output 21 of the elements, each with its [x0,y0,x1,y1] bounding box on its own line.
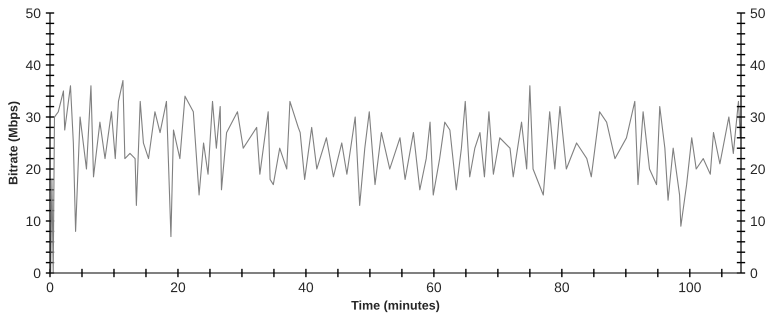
x-tick-label: 20 [170,282,186,292]
line-series [50,80,741,273]
y2-tick-label: 20 [750,164,765,174]
x-tick-label: 60 [426,282,442,292]
y-tick-label: 30 [26,112,40,122]
y2-tick-label: 40 [750,60,765,70]
y-tick-label: 0 [34,268,40,278]
y-tick-label: 10 [26,216,40,226]
x-tick-label: 100 [679,282,701,292]
x-tick-label: 0 [46,282,54,292]
y2-tick-label: 0 [750,268,758,278]
x-axis-title: Time (minutes) [351,300,440,312]
y-tick-label: 20 [26,164,40,174]
y2-tick-label: 30 [750,112,765,122]
y-axis-title: Bitrate (Mbps) [8,102,20,184]
y-tick-label: 50 [26,8,40,18]
y2-tick-label: 50 [750,8,765,18]
x-tick-label: 40 [298,282,314,292]
y2-tick-label: 10 [751,216,765,226]
x-tick-label: 80 [554,282,570,292]
y-tick-label: 40 [26,60,40,70]
